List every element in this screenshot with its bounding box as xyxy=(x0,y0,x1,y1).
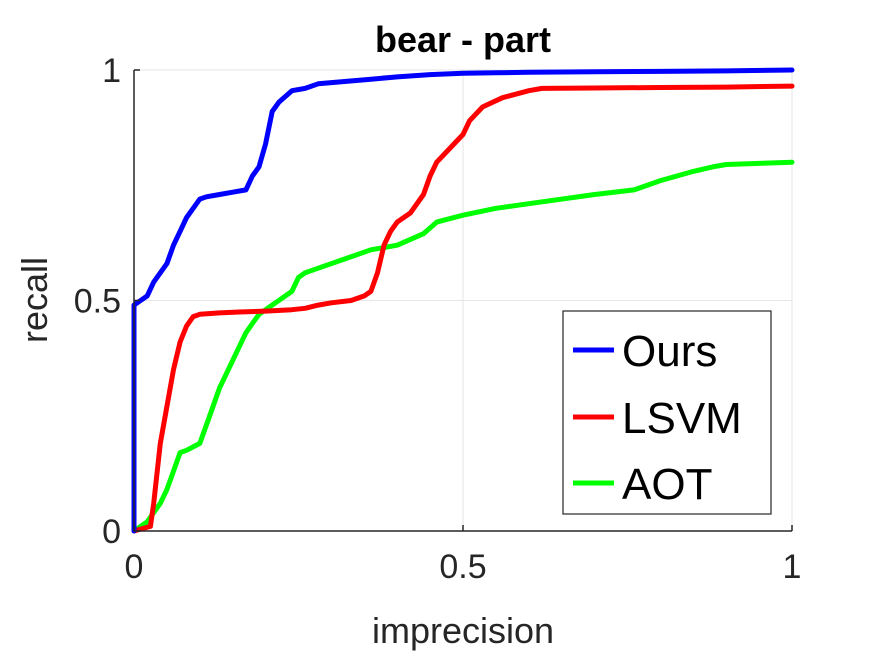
x-tick-label: 1 xyxy=(783,548,802,586)
legend-label-lsvm: LSVM xyxy=(622,394,742,443)
legend-box xyxy=(562,310,772,515)
x-tick-label: 0 xyxy=(125,548,144,586)
tick-marks xyxy=(133,69,793,532)
x-axis-label: imprecision xyxy=(372,610,554,651)
series-line-ours xyxy=(131,67,795,534)
x-tick-label: 0.5 xyxy=(439,548,486,586)
series-line-lsvm xyxy=(131,83,795,534)
tick-labels: 0 0.5 1 0 0.5 1 xyxy=(74,52,802,586)
y-tick-label: 1 xyxy=(102,52,121,90)
legend-label-aot: AOT xyxy=(622,460,712,509)
y-axis-label: recall xyxy=(14,257,55,343)
series-line-aot xyxy=(131,159,795,534)
y-tick-label: 0.5 xyxy=(74,283,121,321)
legend-label-ours: Ours xyxy=(622,327,717,376)
legend: Ours LSVM AOT xyxy=(562,310,772,515)
series-lines xyxy=(131,67,795,534)
y-tick-label: 0 xyxy=(102,513,121,551)
chart-title: bear - part xyxy=(375,19,551,60)
